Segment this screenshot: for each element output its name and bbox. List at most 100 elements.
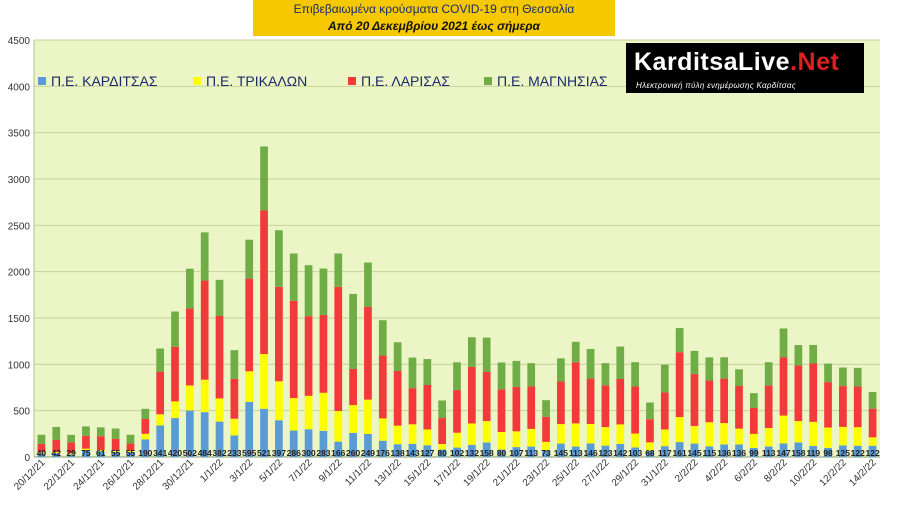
bar-segment (378, 320, 387, 356)
bar-segment (82, 450, 90, 457)
bar-segment (393, 342, 402, 372)
x-tick-label: 11/1/22 (343, 457, 374, 488)
data-label: 122 (851, 448, 865, 458)
bar-segment (126, 450, 135, 452)
data-label: 42 (52, 448, 62, 458)
data-label: 283 (316, 448, 330, 458)
y-tick-label: 1500 (8, 314, 31, 325)
bar-segment (839, 426, 847, 446)
bar-segment (586, 424, 595, 444)
bar-segment (126, 443, 135, 451)
data-label: 40 (37, 448, 47, 458)
bar-segment (304, 265, 313, 317)
data-label: 249 (361, 448, 375, 458)
bar-segment (393, 425, 402, 445)
bar-segment (364, 262, 372, 307)
bar-segment (37, 452, 46, 454)
bar-segment (185, 308, 194, 386)
data-label: 122 (865, 448, 879, 458)
bar-segment (512, 360, 521, 387)
bar-segment (200, 232, 209, 281)
bar-segment (735, 444, 743, 457)
bar-segment (289, 430, 298, 457)
x-tick-label: 7/1/22 (287, 457, 315, 485)
bar-segment (794, 365, 803, 422)
bar-segment (319, 392, 328, 431)
bar-segment (794, 345, 803, 366)
bar-segment (96, 436, 105, 451)
bar-segment (616, 346, 625, 379)
bar-segment (586, 378, 595, 425)
bar-segment (557, 358, 565, 382)
data-label: 136 (717, 448, 731, 458)
bar-segment (527, 446, 536, 457)
bar-segment (141, 408, 150, 420)
bar-segment (557, 443, 565, 457)
bar-segment (408, 424, 417, 444)
bar-segment (512, 447, 521, 457)
y-tick-label: 4500 (8, 36, 31, 47)
bar-segment (853, 367, 862, 387)
bar-segment (349, 405, 357, 433)
bar-segment (868, 445, 877, 457)
bar-segment (423, 445, 432, 457)
x-tick-label: 10/2/22 (788, 457, 820, 489)
bar-segment (764, 385, 773, 428)
y-tick-label: 2500 (8, 221, 31, 232)
bar-segment (527, 363, 536, 387)
bar-segment (111, 450, 120, 452)
bar-segment (171, 418, 179, 457)
data-label: 123 (598, 448, 612, 458)
bar-segment (334, 253, 343, 287)
bar-segment (616, 424, 625, 444)
bar-segment (690, 374, 699, 426)
bar-segment (82, 448, 90, 451)
legend-label: Π.Ε. ΛΑΡΙΣΑΣ (361, 73, 450, 89)
bar-segment (512, 431, 521, 448)
bar-segment (646, 450, 654, 457)
x-tick-label: 20/12/21 (12, 457, 48, 493)
data-label: 161 (673, 448, 687, 458)
bar-segment (111, 428, 120, 439)
bar-segment (497, 431, 506, 450)
bar-segment (215, 315, 224, 399)
bar-segment (364, 399, 372, 434)
bar-segment (230, 350, 239, 379)
bar-segment (423, 429, 432, 446)
bar-segment (304, 395, 313, 430)
bar-segment (809, 363, 818, 422)
y-axis: 0 500 1000 1500 2000 2500 3000 3500 4000 4500 (8, 36, 31, 464)
legend-swatch (348, 77, 356, 85)
bar-segment (779, 328, 788, 358)
legend-swatch (193, 77, 201, 85)
x-tick-label: 13/1/22 (372, 457, 404, 489)
data-label: 142 (613, 448, 627, 458)
bar-segment (735, 369, 743, 387)
bar-segment (52, 426, 61, 440)
bar-segment (82, 435, 90, 449)
bar-segment (586, 348, 595, 379)
x-tick-label: 8/2/22 (762, 457, 790, 485)
bar-segment (200, 280, 209, 380)
karditsalive-logo: KarditsaLive.Net Ηλεκτρονική πύλη ενημέρ… (626, 43, 864, 93)
data-label: 55 (111, 448, 121, 458)
bar-segment (334, 441, 343, 457)
bar-segment (82, 426, 90, 436)
bar-segment (260, 146, 268, 211)
bar-segment (586, 443, 595, 457)
data-label: 29 (66, 448, 76, 458)
bar-segment (631, 447, 639, 457)
data-label: 117 (658, 448, 672, 458)
bar-segment (319, 430, 328, 457)
bar-segment (482, 371, 491, 422)
data-label: 61 (96, 448, 106, 458)
bar-segment (779, 357, 788, 416)
bar-segment (675, 417, 684, 443)
data-label: 300 (301, 448, 315, 458)
y-tick-label: 0 (24, 453, 30, 464)
data-label: 176 (376, 448, 390, 458)
bar-segment (364, 306, 372, 400)
bar-segment (37, 453, 46, 457)
bar-segment (467, 366, 476, 424)
x-tick-label: 25/1/22 (550, 457, 582, 489)
